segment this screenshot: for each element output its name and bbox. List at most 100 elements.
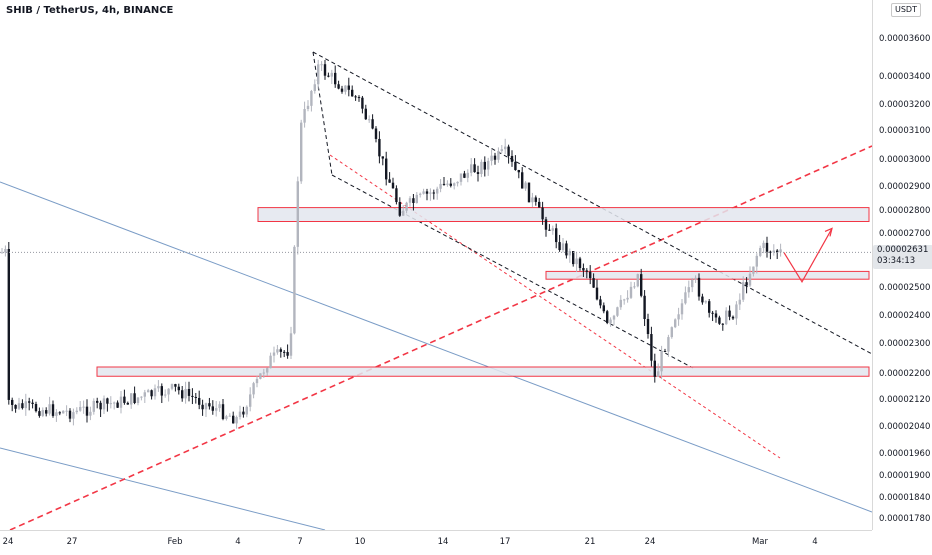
- time-tick-label: 17: [500, 537, 511, 547]
- candle-up: [235, 417, 238, 424]
- time-tick-label: 24: [645, 537, 656, 547]
- red-dashed-support-line[interactable]: [9, 145, 873, 531]
- candle-down: [96, 400, 99, 403]
- candle-down: [718, 317, 721, 324]
- candle-down: [432, 192, 435, 194]
- price-tick-label: 0.00002700: [879, 229, 930, 239]
- candle-down: [731, 316, 735, 319]
- candle-up: [660, 350, 663, 372]
- candle-up: [262, 372, 265, 374]
- candle-down: [541, 207, 544, 220]
- candle-down: [701, 296, 704, 303]
- candle-down: [572, 251, 575, 265]
- black-dashed-channel-upper[interactable]: [312, 51, 873, 355]
- zone-support-zone[interactable]: [545, 270, 870, 280]
- candle-down: [106, 398, 109, 404]
- candle-up: [48, 404, 51, 414]
- currency-badge[interactable]: USDT: [891, 3, 921, 17]
- candle-down: [34, 403, 38, 412]
- candle-up: [259, 373, 262, 379]
- candle-up: [677, 314, 680, 320]
- price-tick-label: 0.00003100: [879, 126, 930, 136]
- blue-trendline-lower[interactable]: [0, 447, 326, 531]
- candle-down: [354, 96, 357, 98]
- candle-up: [748, 273, 752, 286]
- black-dashed-channel-edge[interactable]: [312, 51, 333, 176]
- candle-down: [347, 85, 350, 90]
- candle-up: [17, 403, 21, 409]
- price-chart[interactable]: [0, 0, 873, 531]
- candle-up: [79, 406, 82, 411]
- candle-down: [242, 411, 245, 415]
- candle-up: [619, 299, 622, 308]
- candle-up: [238, 411, 242, 418]
- candle-up: [289, 333, 293, 356]
- price-axis[interactable]: 0.00003600 0.00003400 0.00003200 0.00003100…: [872, 0, 932, 530]
- candle-up: [204, 403, 208, 410]
- candle-down: [548, 229, 551, 231]
- candle-down: [14, 404, 17, 409]
- candle-up: [680, 303, 684, 315]
- candle-down: [527, 182, 531, 203]
- candle-down: [385, 158, 388, 180]
- candle-up: [276, 349, 279, 353]
- chart-area[interactable]: SHIB / TetherUS, 4h, BINANCE: [0, 0, 873, 531]
- price-tick-label: 0.00001900: [879, 471, 930, 481]
- candle-down: [58, 412, 61, 414]
- candle-up: [684, 292, 687, 304]
- candle-up: [735, 304, 738, 319]
- candle-down: [361, 97, 364, 109]
- time-axis[interactable]: 24 27 Feb 4 7 10 14 17 21 24 Mar 4: [0, 530, 872, 551]
- time-tick-label: Mar: [752, 537, 769, 547]
- candle-down: [381, 156, 384, 159]
- candles: [0, 59, 782, 429]
- candle-down: [544, 219, 548, 230]
- price-tick-label: 0.00002800: [879, 206, 930, 216]
- candle-up: [459, 173, 463, 182]
- candle-up: [408, 198, 412, 203]
- time-tick-label: 14: [438, 537, 449, 547]
- candle-down: [21, 403, 24, 409]
- candle-down: [378, 138, 381, 157]
- candle-up: [55, 412, 58, 416]
- last-price-value: 0.00002631: [877, 245, 929, 255]
- black-dashed-channel-lower[interactable]: [331, 174, 694, 369]
- candle-down: [582, 268, 585, 271]
- candle-down: [592, 278, 595, 288]
- projection-arrow: [783, 227, 833, 283]
- candle-up: [755, 255, 758, 267]
- candle-up: [130, 393, 133, 405]
- candle-down: [191, 395, 194, 397]
- projection-path[interactable]: [783, 228, 833, 283]
- candle-down: [68, 410, 72, 419]
- candle-up: [453, 183, 456, 186]
- candle-up: [269, 355, 272, 369]
- candle-up: [504, 146, 507, 150]
- price-tick-label: 0.00003200: [879, 100, 930, 110]
- blue-trendline-upper[interactable]: [0, 181, 873, 513]
- time-tick-label: Feb: [167, 537, 182, 547]
- candle-up: [446, 183, 449, 185]
- candle-up: [153, 388, 157, 397]
- candle-up: [405, 202, 408, 211]
- candle-up: [228, 415, 231, 417]
- candle-up: [157, 386, 160, 389]
- candle-up: [704, 301, 707, 303]
- candle-up: [215, 408, 218, 411]
- candle-down: [351, 89, 354, 97]
- candle-down: [599, 299, 602, 306]
- candle-up: [368, 119, 371, 121]
- last-price-label: 0.00002631 03:34:13: [873, 245, 932, 269]
- candle-down: [99, 402, 102, 410]
- candle-down: [721, 323, 724, 325]
- candle-up: [752, 266, 755, 274]
- candle-up: [92, 400, 95, 412]
- candle-up: [436, 188, 439, 194]
- candle-down: [708, 301, 711, 313]
- candle-down: [364, 108, 367, 120]
- candle-up: [609, 319, 612, 323]
- zone-resistance-zone[interactable]: [257, 207, 870, 223]
- red-dashed-channel-line[interactable]: [329, 154, 781, 459]
- candle-up: [296, 181, 299, 247]
- zone-lower-support-zone[interactable]: [96, 366, 870, 377]
